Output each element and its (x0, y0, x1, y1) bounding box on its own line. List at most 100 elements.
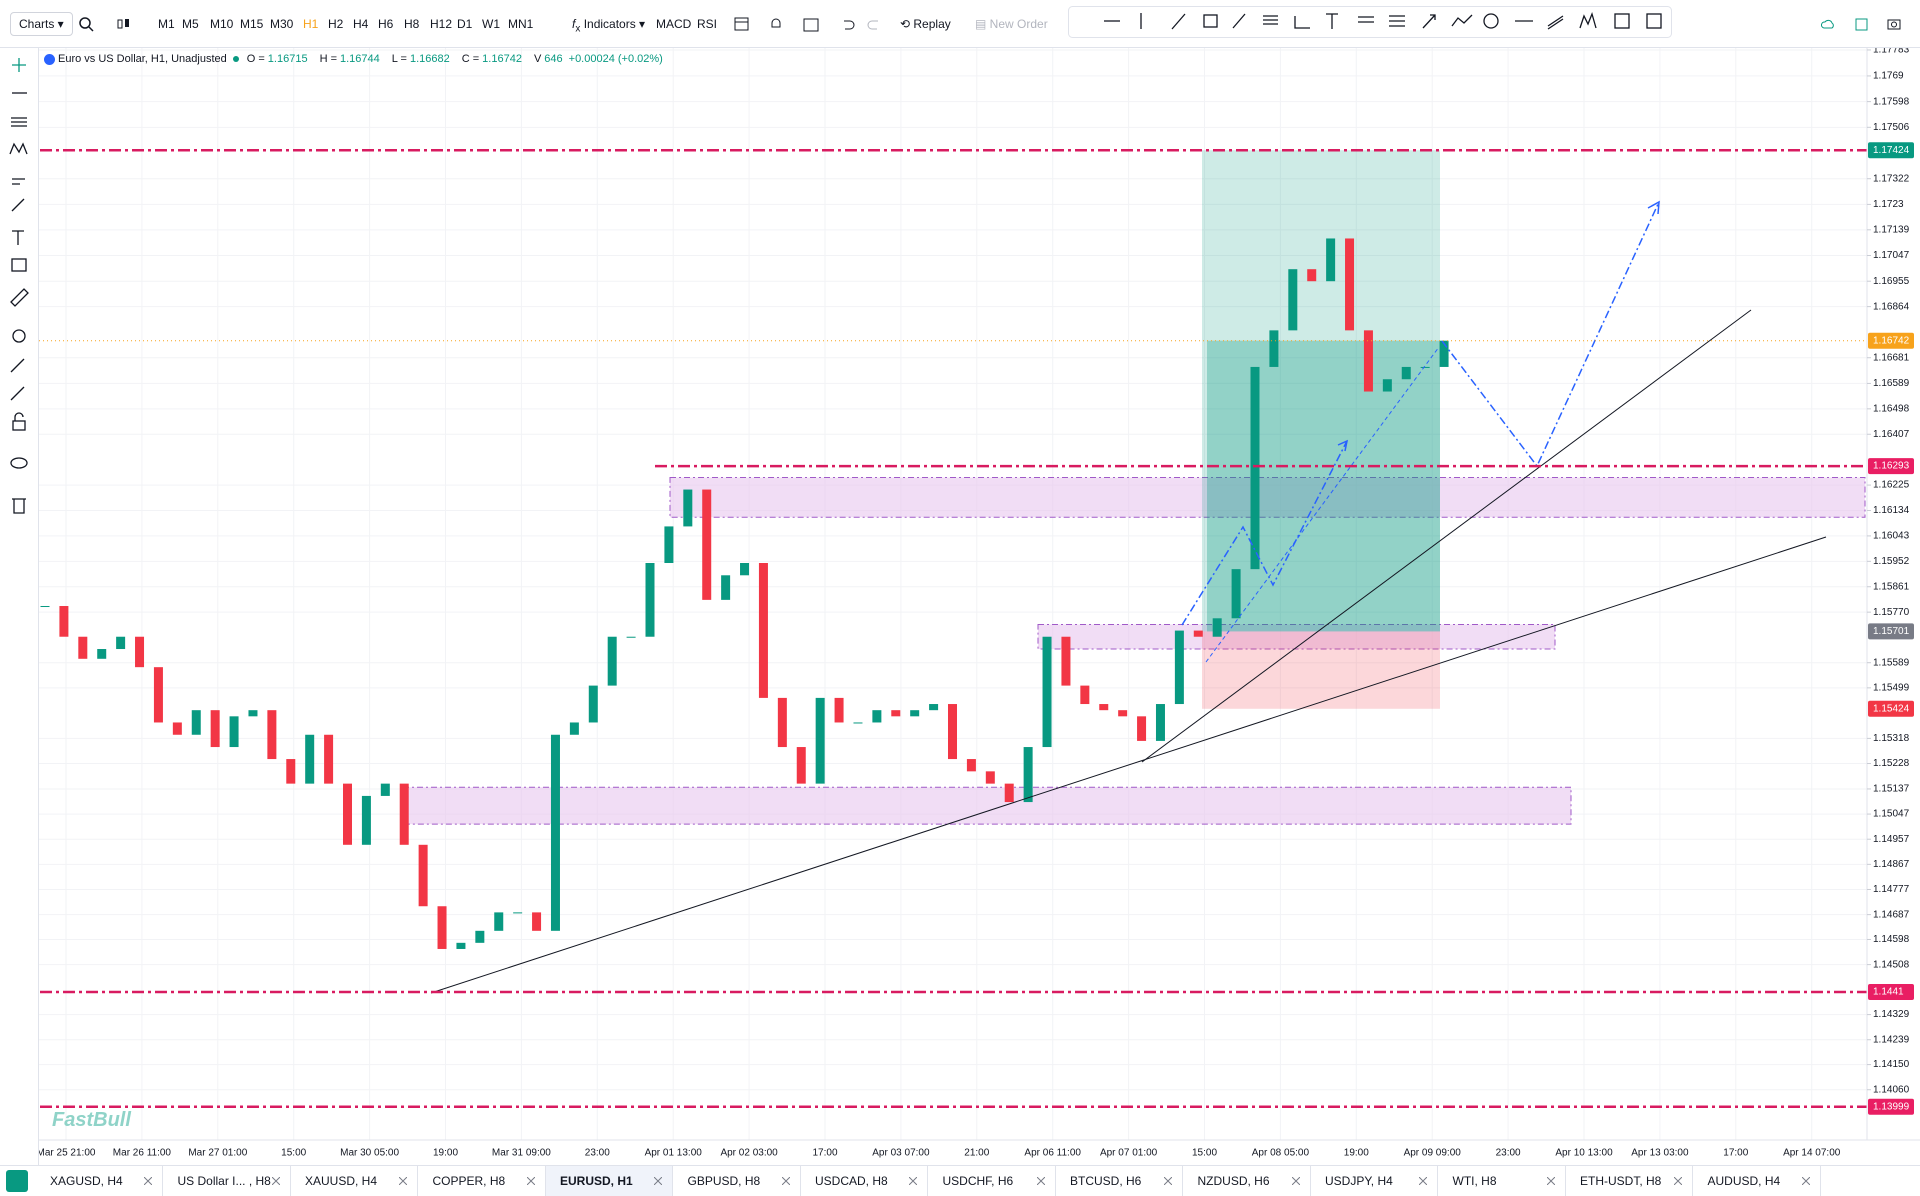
tab-label: EURUSD, H1 (560, 1174, 633, 1188)
candle (116, 636, 126, 650)
price-tag (1868, 332, 1914, 349)
undo-icon[interactable] (840, 17, 856, 31)
timeframe-button[interactable]: M10 (210, 17, 234, 31)
tab-close (1164, 1177, 1172, 1185)
candle (418, 844, 428, 907)
symbol-tab[interactable]: BTCUSD, H6 (1056, 1166, 1183, 1196)
candle (1004, 783, 1014, 803)
chart-type-icon[interactable] (116, 16, 132, 32)
candle (191, 710, 201, 735)
symbol-tab[interactable]: EURUSD, H1 (546, 1166, 673, 1196)
timeframe-button[interactable]: M5 (182, 17, 199, 31)
cloud-icon[interactable] (1820, 16, 1836, 32)
symbol-tab[interactable]: WTI, H8 (1439, 1166, 1566, 1196)
share-icon[interactable] (1854, 16, 1870, 32)
symbol-tab[interactable]: USDJPY, H4 (1311, 1166, 1438, 1196)
candle (683, 489, 693, 527)
tab-label: USDCHF, H6 (942, 1174, 1014, 1188)
symbol-tab[interactable]: XAUUSD, H4 (291, 1166, 418, 1196)
timeframe-button[interactable]: MN1 (508, 17, 534, 31)
symbol-tab[interactable]: GBPUSD, H8 (674, 1166, 801, 1196)
symbol-tab[interactable]: ETH-USDT, H8 (1566, 1166, 1693, 1196)
status-dot (232, 56, 239, 62)
candle (1345, 238, 1355, 331)
y-tick-label: 1.16134 (1873, 505, 1910, 516)
y-tick-label: 1.15499 (1873, 682, 1910, 693)
candle (1174, 630, 1184, 705)
rsi-button[interactable]: RSI (697, 17, 718, 31)
candle (210, 710, 220, 748)
price-tag-label: 1.1441 (1873, 987, 1904, 998)
zone (402, 786, 1572, 825)
candle (834, 697, 844, 723)
x-tick-label: Mar 31 09:00 (492, 1148, 551, 1159)
symbol-tab[interactable]: XAGUSD, H4 (36, 1166, 163, 1196)
tab-close (1801, 1177, 1810, 1185)
y-tick-label: 1.16864 (1873, 301, 1910, 312)
macd-button[interactable]: MACD (656, 17, 692, 31)
layout-icon[interactable] (734, 16, 750, 32)
candle (343, 783, 353, 845)
candle (891, 710, 901, 717)
candle (966, 759, 976, 772)
symbol-tab[interactable]: USDCHF, H6 (929, 1166, 1056, 1196)
search-icon[interactable] (78, 16, 94, 32)
candle (380, 783, 390, 796)
new-order-button[interactable]: ▤ New Order (975, 17, 1048, 31)
price-tag-label: 1.16293 (1873, 461, 1910, 472)
x-tick-label: Apr 13 03:00 (1631, 1148, 1689, 1159)
candle (550, 734, 560, 931)
candle (456, 942, 466, 949)
candle (910, 710, 920, 717)
volume-value: 646 (544, 53, 563, 65)
candle (1231, 569, 1241, 619)
candle (1118, 710, 1128, 717)
timeframe-button[interactable]: H8 (404, 17, 420, 31)
x-tick-label: Mar 25 21:00 (39, 1148, 96, 1159)
y-tick-label: 1.15137 (1873, 784, 1910, 795)
candle (97, 649, 107, 659)
chart-background (39, 48, 1920, 1165)
new-order-label: New Order (989, 17, 1048, 31)
tab-label: NZDUSD, H6 (1197, 1174, 1270, 1188)
indicators-button[interactable]: fx Indicators ▾ (572, 17, 646, 35)
close-glyph (1674, 1177, 1682, 1185)
alert-icon[interactable] (768, 16, 784, 32)
y-tick-label: 1.15861 (1873, 581, 1910, 592)
favorites-button[interactable] (6, 1170, 28, 1192)
candle (1401, 366, 1411, 380)
candle (1042, 636, 1052, 748)
symbol-tab[interactable]: USDCAD, H8 (801, 1166, 928, 1196)
timeframe-button[interactable]: H1 (303, 17, 319, 31)
symbol-tab[interactable]: NZDUSD, H6 (1184, 1166, 1311, 1196)
candle (324, 734, 334, 784)
timeframe-button[interactable]: H4 (353, 17, 369, 31)
timeframe-button[interactable]: M1 (158, 17, 175, 31)
timeframe-button[interactable]: H6 (378, 17, 394, 31)
timeframe-button[interactable]: W1 (482, 17, 500, 31)
timeframe-button[interactable]: M15 (240, 17, 264, 31)
symbol-tab[interactable]: AUDUSD, H4 (1694, 1166, 1821, 1196)
candle (1061, 636, 1071, 686)
trend-line (430, 536, 1827, 994)
y-tick-label: 1.16955 (1873, 276, 1910, 287)
symbol-title: Euro vs US Dollar, H1, Unadjusted (58, 53, 227, 65)
y-tick-label: 1.16589 (1873, 378, 1910, 389)
y-tick-label: 1.14329 (1873, 1009, 1910, 1020)
redo-icon[interactable] (866, 17, 882, 31)
x-tick-label: 17:00 (1723, 1148, 1748, 1159)
charts-button[interactable]: Charts ▾ (10, 12, 73, 36)
timeframe-button[interactable]: D1 (457, 17, 473, 31)
candle (626, 636, 636, 638)
tab-label: WTI, H8 (1452, 1174, 1497, 1188)
symbol-tab[interactable]: COPPER, H8 (419, 1166, 546, 1196)
candle (607, 636, 617, 686)
replay-button[interactable]: ⟲ Replay (900, 17, 951, 31)
calendar-icon[interactable] (803, 16, 819, 32)
snapshot-icon[interactable] (1886, 16, 1902, 32)
timeframe-button[interactable]: M30 (270, 17, 294, 31)
timeframe-button[interactable]: H12 (430, 17, 453, 31)
top-toolbar: Charts ▾ M1 M5 M10 M15 M30 H1 H2 H4 H6 H8 H12 D1 W1 M… (0, 0, 1920, 48)
timeframe-button[interactable]: H2 (328, 17, 344, 31)
symbol-tab[interactable]: US Dollar I... , H8 (164, 1166, 291, 1196)
